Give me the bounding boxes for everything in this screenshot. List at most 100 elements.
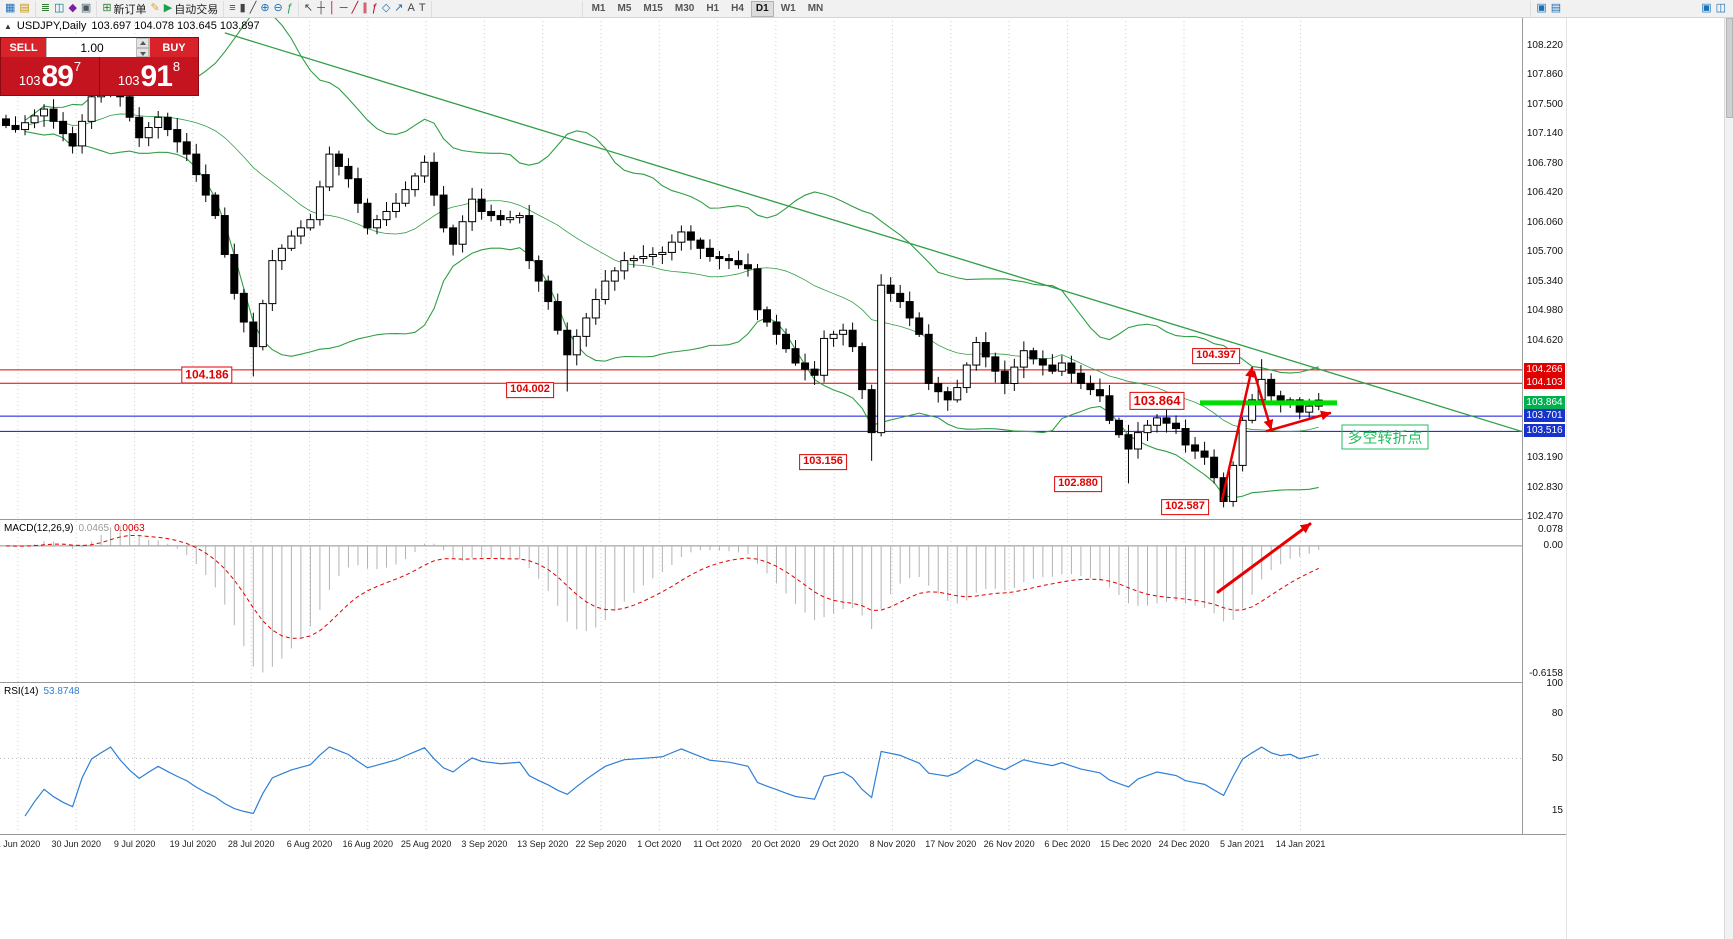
sell-price-big: 89 [41, 60, 74, 93]
price-label-104.397[interactable]: 104.397 [1192, 348, 1240, 364]
symbol-timeframe-label: USDJPY,Daily [16, 20, 87, 32]
price-line-badge: 104.266 [1524, 362, 1565, 376]
market-watch-button[interactable]: ≣ [39, 1, 52, 16]
zoom-out-button[interactable]: ⊖ [272, 1, 285, 16]
buy-price[interactable]: 103 91 8 [100, 57, 198, 95]
new-chart-button[interactable]: ▦ [3, 1, 17, 16]
price-tick: 102.830 [1526, 481, 1563, 493]
price-label-104.186[interactable]: 104.186 [181, 366, 233, 384]
timeframe-d1-button[interactable]: D1 [750, 0, 774, 17]
new-order-button[interactable]: ⊞ 新订单 [100, 1, 148, 16]
timeframe-h1-button[interactable]: H1 [706, 2, 720, 14]
chart-line-button[interactable]: ╱ [248, 1, 259, 16]
chart-plot-area[interactable] [0, 17, 1522, 833]
price-scale[interactable]: 108.220 107.860 107.500 107.140 106.780 106.4… [1523, 0, 1566, 834]
chart-candles-button[interactable]: ▮ [238, 1, 248, 16]
macd-indicator-label: MACD(12,26,9) 0.0465 0.0063 [4, 523, 145, 534]
date-tick: 5 Jan 2021 [1220, 839, 1265, 849]
cursor-button[interactable]: ↖ [302, 1, 315, 16]
macd-main-value: 0.0465 [78, 523, 110, 534]
volume-down-icon[interactable] [136, 47, 149, 57]
toolbar-group: ≡ ▮ ╱ ⊕ ⊖ ƒ [224, 0, 299, 17]
timeframe-m15-button[interactable]: M15 [643, 2, 663, 14]
indicators-button[interactable]: ƒ [285, 1, 295, 16]
rsi-axis-tick: 50 [1551, 752, 1563, 764]
date-tick: 22 Sep 2020 [575, 839, 627, 849]
pane-splitter-macd[interactable] [0, 519, 1566, 520]
zoom-in-icon: ⊕ [260, 2, 270, 14]
bid-ask-display: 103 89 7 103 91 8 [1, 57, 198, 95]
chart-bars-button[interactable]: ≡ [227, 1, 237, 16]
date-tick: 28 Jul 2020 [227, 839, 275, 849]
text-label-button[interactable]: T [417, 1, 428, 16]
price-tick: 104.980 [1526, 305, 1563, 317]
text-button[interactable]: A [406, 1, 417, 16]
profiles-button[interactable]: ▤ [17, 1, 31, 16]
price-line-badge: 103.701 [1524, 409, 1565, 423]
timeframe-mn-button[interactable]: MN [807, 2, 824, 14]
chart-candles-icon: ▮ [239, 2, 246, 14]
toolbar-group: ⊞ 新订单 ✎ ▶ 自动交易 [97, 0, 225, 17]
price-label-102.880[interactable]: 102.880 [1054, 476, 1102, 492]
volume-stepper [136, 38, 149, 57]
corner-window-icon: ▣ [1701, 2, 1712, 14]
time-scale[interactable]: 1 Jun 2020 30 Jun 2020 9 Jul 2020 19 Jul 20… [0, 834, 1566, 853]
timeframe-h4-button[interactable]: H4 [731, 2, 744, 14]
macd-axis-tick: 0.00 [1543, 539, 1563, 551]
corner-panel-button[interactable]: ◫ [1714, 1, 1728, 16]
rsi-value: 53.8748 [43, 686, 80, 697]
zoom-in-button[interactable]: ⊕ [258, 1, 271, 16]
horizontal-line-button[interactable]: ─ [338, 1, 350, 16]
date-tick: 20 Oct 2020 [751, 839, 801, 849]
macd-axis-tick: -0.6158 [1529, 667, 1563, 679]
chart-window-button[interactable]: ▣ [1534, 1, 1548, 16]
chart-line-icon: ╱ [249, 2, 257, 14]
sell-button[interactable]: SELL [1, 38, 46, 57]
scrollbar-thumb[interactable] [1726, 18, 1733, 118]
price-label-103.864[interactable]: 103.864 [1129, 391, 1185, 411]
crosshair-button[interactable]: ┼ [315, 1, 327, 16]
volume-input[interactable] [47, 38, 149, 57]
fibonacci-button[interactable]: ƒ [370, 1, 380, 16]
market-watch-icon: ≣ [40, 2, 51, 14]
rsi-name: RSI(14) [4, 686, 39, 697]
timeframe-m1-button[interactable]: M1 [591, 2, 606, 14]
autotrading-icon: ▶ [163, 2, 173, 14]
right-scrollbar[interactable] [1724, 0, 1733, 939]
timeframe-m30-button[interactable]: M30 [674, 2, 695, 14]
timeframe-m5-button[interactable]: M5 [617, 2, 632, 14]
buy-button[interactable]: BUY [150, 38, 198, 57]
arrows-tool-button[interactable]: ↗ [392, 1, 405, 16]
ohlc-values: 103.697 104.078 103.645 103.897 [91, 20, 260, 32]
autotrading-button[interactable]: ▶ 自动交易 [162, 1, 220, 16]
shapes-button[interactable]: ◇ [380, 1, 392, 16]
date-tick: 3 Sep 2020 [461, 839, 508, 849]
price-line-badge: 103.864 [1524, 395, 1565, 409]
equidistant-channel-button[interactable]: ∥ [360, 1, 370, 16]
metaeditor-button[interactable]: ✎ [149, 1, 162, 16]
pane-splitter-rsi[interactable] [0, 682, 1566, 683]
one-click-trading-panel: SELL BUY 103 89 7 103 91 8 [0, 37, 199, 96]
terminal-button[interactable]: ▣ [79, 1, 93, 16]
navigator-button[interactable]: ◆ [66, 1, 78, 16]
price-label-102.587[interactable]: 102.587 [1161, 499, 1209, 515]
chart-list-button[interactable]: ▤ [1549, 1, 1563, 16]
vertical-line-button[interactable]: │ [327, 1, 338, 16]
trendline-button[interactable]: ╱ [350, 1, 361, 16]
data-window-button[interactable]: ◫ [52, 1, 66, 16]
price-line-badge: 104.103 [1524, 376, 1565, 390]
sell-price[interactable]: 103 89 7 [1, 57, 100, 95]
volume-up-icon[interactable] [136, 38, 149, 48]
date-tick: 1 Jun 2020 [0, 839, 41, 849]
collapse-panel-icon[interactable]: ▲ [4, 21, 12, 31]
corner-window-button[interactable]: ▣ [1699, 1, 1713, 16]
trade-controls-row: SELL BUY [1, 38, 198, 57]
timeframe-w1-button[interactable]: W1 [780, 2, 796, 14]
date-tick: 6 Dec 2020 [1044, 839, 1091, 849]
crosshair-icon: ┼ [317, 2, 325, 14]
date-tick: 9 Jul 2020 [113, 839, 156, 849]
price-label-104.002[interactable]: 104.002 [506, 382, 554, 398]
price-label-103.156[interactable]: 103.156 [799, 454, 847, 470]
turning-point-annotation[interactable]: 多空转折点 [1341, 424, 1429, 450]
toolbar-group: ≣ ◫ ◆ ▣ [36, 0, 98, 17]
